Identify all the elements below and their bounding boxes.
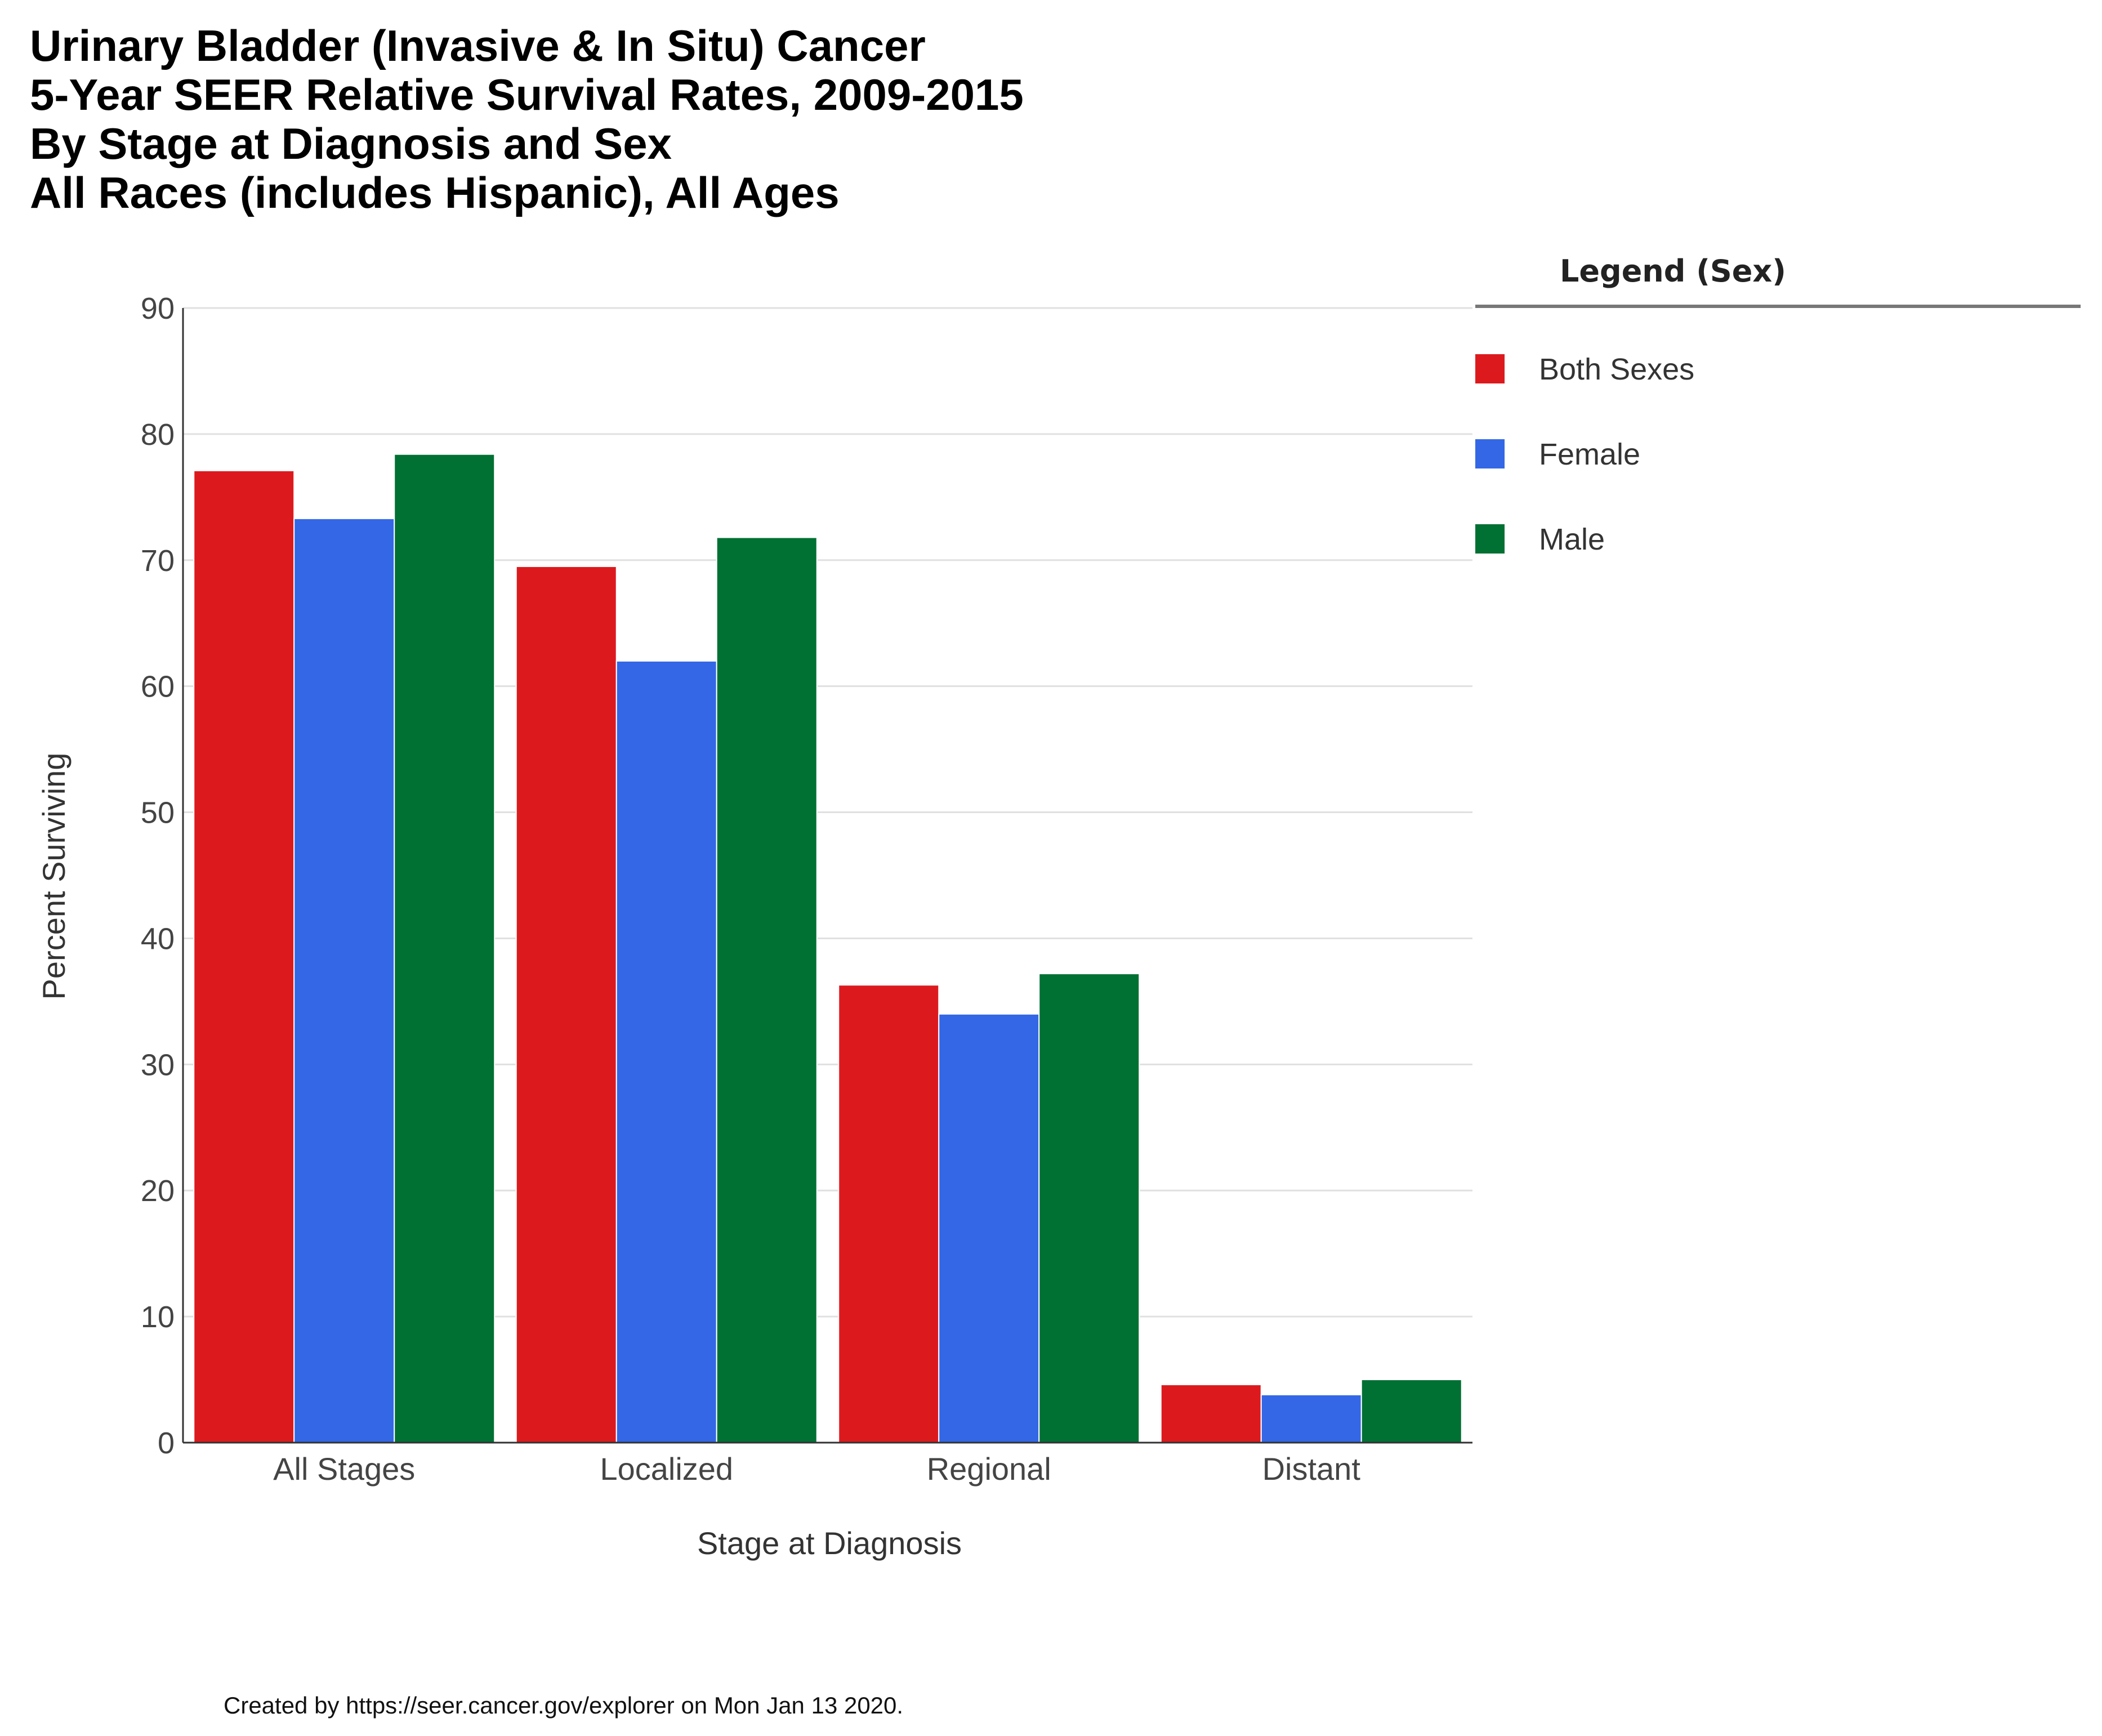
- bar-both-sexes-distant[interactable]: Both Sexes — Distant: 4.6: [1160, 1384, 1262, 1444]
- y-tick-label-60: 60: [141, 670, 175, 704]
- x-tick-label-distant: Distant: [1262, 1451, 1361, 1487]
- bar-both-sexes-localized[interactable]: Both Sexes — Localized: 69.5: [515, 565, 617, 1444]
- legend-swatch-female: [1475, 439, 1505, 468]
- legend-title: Legend (Sex): [1560, 253, 1786, 289]
- x-tick-labels: All Stages Localized Regional Distant: [273, 1451, 1360, 1487]
- legend-items: Both Sexes Female Male: [1475, 352, 1694, 556]
- y-tick-label-70: 70: [141, 544, 175, 578]
- y-tick-label-30: 30: [141, 1048, 175, 1082]
- legend-label-female: Female: [1539, 438, 1640, 471]
- legend: Legend (Sex) Both Sexes Female Male: [1475, 253, 2081, 556]
- x-axis-label: Stage at Diagnosis: [697, 1525, 962, 1561]
- bar-both-sexes-regional[interactable]: Both Sexes — Regional: 36.3: [838, 984, 940, 1443]
- y-tick-label-10: 10: [141, 1300, 175, 1334]
- legend-label-both-sexes: Both Sexes: [1539, 352, 1694, 386]
- legend-swatch-both-sexes: [1475, 354, 1505, 383]
- y-tick-label-40: 40: [141, 922, 175, 956]
- bar-female-all-stages[interactable]: Female — All Stages: 73.3: [293, 517, 395, 1444]
- y-axis-label: Percent Surviving: [36, 753, 72, 1000]
- x-tick-label-regional: Regional: [927, 1451, 1051, 1487]
- y-tick-label-80: 80: [141, 418, 175, 452]
- title-line-1: Urinary Bladder (Invasive & In Situ) Can…: [30, 21, 926, 70]
- y-tick-label-0: 0: [158, 1426, 175, 1460]
- title-line-3: By Stage at Diagnosis and Sex: [30, 119, 672, 168]
- bars[interactable]: Both Sexes — All Stages: 77.1Female — Al…: [193, 453, 1462, 1444]
- title-line-2: 5-Year SEER Relative Survival Rates, 200…: [30, 70, 1024, 119]
- bar-male-distant[interactable]: Male — Distant: 5: [1360, 1379, 1462, 1444]
- bar-male-localized[interactable]: Male — Localized: 71.8: [716, 537, 818, 1443]
- footer-credit: Created by https://seer.cancer.gov/explo…: [224, 1692, 903, 1719]
- axes: [182, 308, 1472, 1444]
- bar-female-distant[interactable]: Female — Distant: 3.8: [1260, 1394, 1362, 1443]
- y-tick-label-50: 50: [141, 796, 175, 830]
- y-tick-label-20: 20: [141, 1174, 175, 1208]
- bar-male-regional[interactable]: Male — Regional: 37.2: [1038, 973, 1140, 1443]
- x-tick-label-all-stages: All Stages: [273, 1451, 415, 1487]
- bar-female-localized[interactable]: Female — Localized: 62: [615, 660, 717, 1443]
- title-line-4: All Races (includes Hispanic), All Ages: [30, 168, 840, 217]
- x-tick-label-localized: Localized: [600, 1451, 733, 1487]
- y-tick-labels: 0 10 20 30 40 50 60 70 80 90: [141, 292, 175, 1460]
- chart-title: Urinary Bladder (Invasive & In Situ) Can…: [30, 21, 1024, 217]
- bar-female-regional[interactable]: Female — Regional: 34: [938, 1013, 1040, 1444]
- legend-swatch-male: [1475, 524, 1505, 554]
- bar-male-all-stages[interactable]: Male — All Stages: 78.4: [394, 453, 496, 1444]
- legend-label-male: Male: [1539, 523, 1605, 556]
- y-tick-label-90: 90: [141, 292, 175, 325]
- bar-both-sexes-all-stages[interactable]: Both Sexes — All Stages: 77.1: [193, 470, 295, 1443]
